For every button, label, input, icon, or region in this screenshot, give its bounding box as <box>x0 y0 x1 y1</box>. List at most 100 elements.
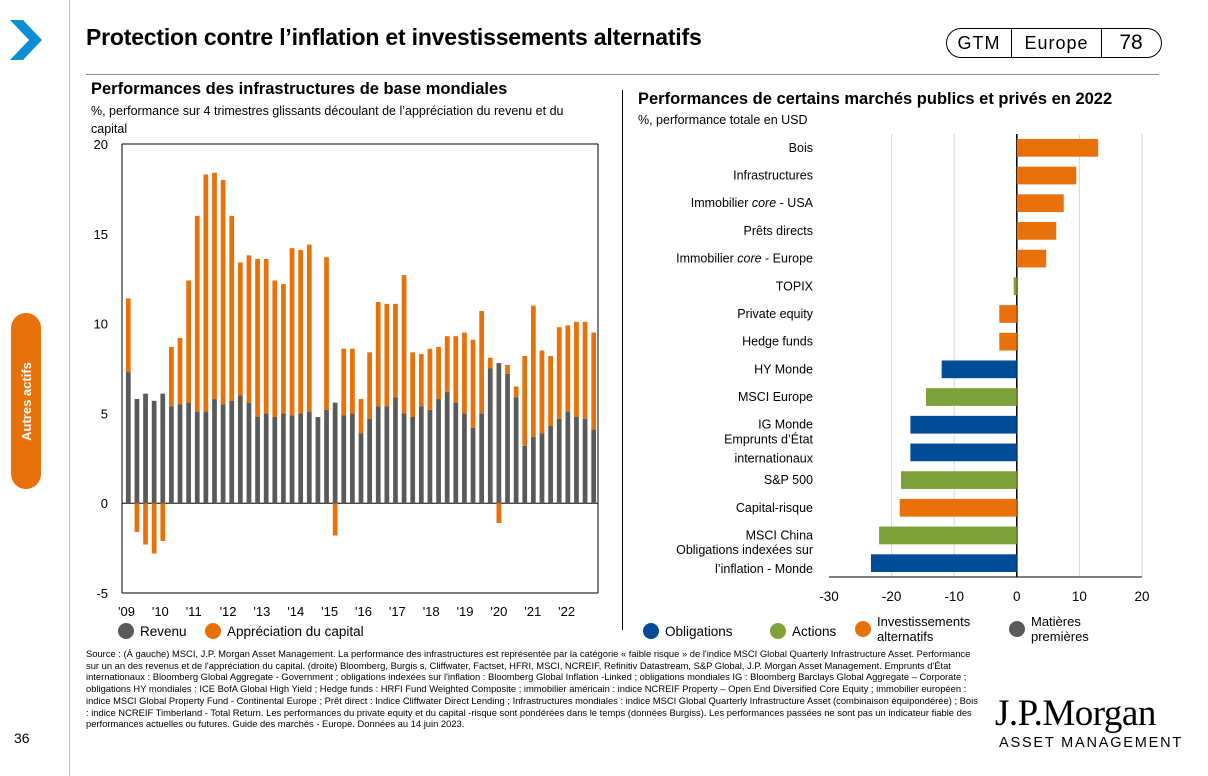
bar-revenu <box>513 397 519 504</box>
bar-revenu <box>220 404 226 504</box>
legend-swatch-capital <box>205 623 221 639</box>
bar-11 <box>910 443 1017 462</box>
bar-revenu <box>194 411 200 504</box>
category-label: Infrastructures <box>733 169 813 183</box>
bar-13 <box>899 498 1017 517</box>
jpmorgan-logo-subtitle: ASSET MANAGEMENT <box>999 735 1184 751</box>
category-label: l’inflation - Monde <box>715 562 813 576</box>
category-label: Immobilier core - USA <box>691 196 814 210</box>
bar-capital <box>246 255 252 403</box>
bar-capital <box>496 503 502 523</box>
section-tab[interactable] <box>11 313 41 489</box>
bar-revenu <box>298 413 304 504</box>
source-note: Source : (À gauche) MSCI, J.P. Morgan As… <box>86 648 978 730</box>
x-tick-label: '17 <box>389 604 406 619</box>
bar-capital <box>272 280 278 417</box>
gtm-badge: GTM Europe 78 <box>946 28 1162 58</box>
bar-15 <box>870 554 1017 573</box>
bar-capital <box>151 503 157 554</box>
bar-capital <box>358 399 364 434</box>
bar-revenu <box>134 399 140 504</box>
bar-revenu <box>401 413 407 504</box>
bar-revenu <box>556 418 562 504</box>
x-tick-label: '13 <box>253 604 270 619</box>
bar-revenu <box>151 400 157 504</box>
bar-capital <box>169 346 174 407</box>
bar-revenu <box>358 433 364 504</box>
bar-revenu <box>272 416 278 504</box>
bar-capital <box>289 248 295 416</box>
category-label: HY Monde <box>754 362 813 376</box>
page-badge: 78 <box>1119 31 1143 54</box>
bar-capital <box>470 339 476 428</box>
bar-capital <box>237 262 243 396</box>
bar-revenu <box>324 409 329 504</box>
bar-capital <box>350 348 355 414</box>
bar-capital <box>565 325 571 412</box>
bar-capital <box>160 503 166 541</box>
bar-capital <box>393 303 398 398</box>
bar-capital <box>229 215 235 401</box>
bar-revenu <box>410 416 416 504</box>
jpmorgan-logo: J.P.Morgan <box>995 693 1156 734</box>
bar-capital <box>548 355 553 426</box>
bar-capital <box>177 337 183 405</box>
legend-swatch-matieres <box>1009 621 1025 637</box>
bar-revenu <box>246 402 252 504</box>
gtm-label: GTM <box>957 33 1001 53</box>
x-tick-label: '14 <box>287 604 304 619</box>
bar-revenu <box>367 418 372 504</box>
x-tick-label: -20 <box>882 589 902 604</box>
category-label: Capital-risque <box>736 501 813 515</box>
bar-4 <box>1016 249 1047 268</box>
bar-12 <box>900 471 1017 489</box>
bar-capital <box>401 275 407 414</box>
bar-7 <box>999 332 1017 351</box>
bar-revenu <box>306 411 312 504</box>
y-tick-label: 20 <box>94 137 108 152</box>
category-label: S&P 500 <box>764 473 813 487</box>
page-title: Protection contre l’inflation et investi… <box>86 24 702 50</box>
bar-revenu <box>186 402 192 504</box>
category-label: Bois <box>789 141 813 155</box>
y-tick-label: -5 <box>96 586 108 601</box>
x-tick-label: '20 <box>490 604 507 619</box>
bar-capital <box>462 332 467 414</box>
x-tick-label: '16 <box>355 604 372 619</box>
bar-capital <box>410 352 416 417</box>
legend-swatch-actions <box>770 623 786 639</box>
x-tick-label: '18 <box>423 604 440 619</box>
legend-swatch-investissements <box>855 621 871 637</box>
legend-obligations: Obligations <box>643 623 733 639</box>
section-tab-label: Autres actifs <box>18 361 34 441</box>
bar-revenu <box>384 406 390 504</box>
bar-1 <box>1016 166 1077 185</box>
bar-revenu <box>332 402 338 504</box>
category-label: Obligations indexées sur <box>676 543 813 557</box>
bar-9 <box>926 388 1017 406</box>
bar-revenu <box>574 416 579 504</box>
bar-revenu <box>418 406 424 504</box>
bar-capital <box>539 350 545 434</box>
x-tick-label: '09 <box>118 604 135 619</box>
bar-capital <box>522 355 528 446</box>
bar-6 <box>999 305 1017 323</box>
bar-revenu <box>263 413 269 504</box>
category-label: MSCI China <box>746 528 813 542</box>
bar-capital <box>367 352 372 419</box>
y-tick-label: 15 <box>94 227 108 242</box>
category-label: TOPIX <box>776 279 814 293</box>
left-rail <box>0 0 70 776</box>
bar-capital <box>591 332 597 430</box>
bar-capital <box>418 354 424 407</box>
x-tick-label: '21 <box>524 604 541 619</box>
bar-revenu <box>237 395 243 504</box>
bar-revenu <box>436 399 441 504</box>
bar-capital <box>194 215 200 412</box>
x-tick-label: -10 <box>944 589 964 604</box>
bar-revenu <box>427 409 433 504</box>
bar-revenu <box>548 425 553 504</box>
title-divider <box>86 74 1159 75</box>
x-tick-label: 20 <box>1134 589 1149 604</box>
category-label: Hedge funds <box>742 335 813 349</box>
